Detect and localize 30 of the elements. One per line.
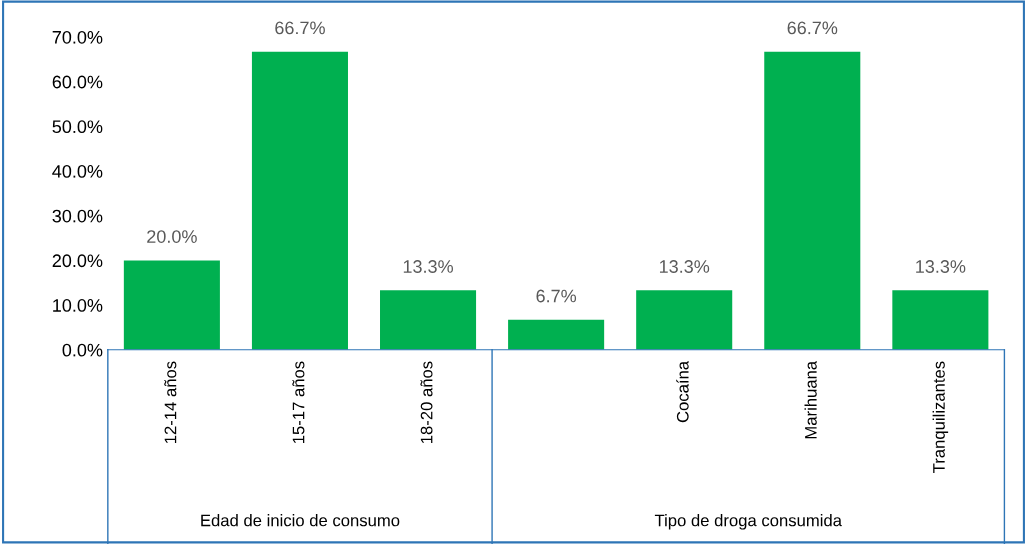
x-tick-label: 15-17 años xyxy=(292,361,305,444)
text: Edad de inicio de consumo xyxy=(201,514,400,527)
bar xyxy=(892,290,989,350)
y-tick-label: 40.0% xyxy=(52,164,103,178)
x-tick-label: 12-14 años xyxy=(164,361,177,444)
data-label: 13.3% xyxy=(403,260,453,273)
y-tick-label: 60.0% xyxy=(52,75,103,89)
y-tick-label: 20.0% xyxy=(52,254,103,268)
data-label: 20.0% xyxy=(147,230,197,243)
x-tick-label: Marihuana xyxy=(804,360,817,439)
data-label: 66.7% xyxy=(787,21,838,35)
x-tick-label: Cocaína xyxy=(676,360,689,423)
y-tick-label: 70.0% xyxy=(52,30,103,44)
data-label: 6.7% xyxy=(536,289,577,303)
y-tick-label: 50.0% xyxy=(52,120,103,134)
bar xyxy=(380,290,477,350)
y-tick-label: 0.0% xyxy=(62,343,103,357)
bar xyxy=(508,319,605,350)
bar xyxy=(251,51,348,350)
y-tick-label: 30.0% xyxy=(52,209,103,223)
x-tick-label: 18-20 años xyxy=(420,361,433,444)
bar xyxy=(764,51,861,350)
data-label: 13.3% xyxy=(659,260,710,273)
data-label: 13.3% xyxy=(916,260,966,273)
bar xyxy=(123,260,220,350)
y-tick-label: 10.0% xyxy=(53,299,103,312)
text: Tipo de droga consumida xyxy=(654,514,842,530)
data-label: 66.7% xyxy=(275,21,325,35)
x-tick-label: Tranquilizantes xyxy=(932,361,949,473)
bar xyxy=(636,290,733,350)
